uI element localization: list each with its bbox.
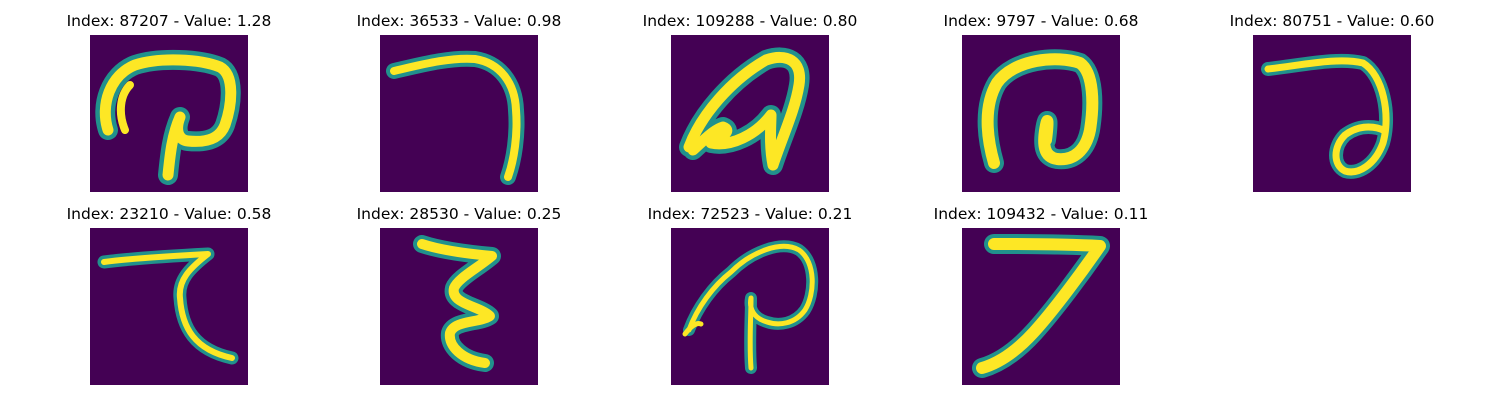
handwritten-glyph-icon [95,49,241,185]
handwritten-glyph-icon [386,50,525,185]
handwritten-glyph-icon [97,247,239,365]
panel-7: Index: 28530 - Value: 0.25 [314,193,604,385]
glyph-image [380,35,538,192]
panel-title: Index: 87207 - Value: 1.28 [66,12,272,30]
panel-8: Index: 72523 - Value: 0.21 [605,193,895,385]
glyph-image [962,35,1120,192]
glyph-image [90,228,248,385]
glyph-image [671,228,829,385]
panel-2: Index: 36533 - Value: 0.98 [314,0,604,192]
panel-title: Index: 109432 - Value: 0.11 [933,205,1149,223]
glyph-image [671,35,829,192]
glyph-image [380,228,538,385]
panel-9: Index: 109432 - Value: 0.11 [896,193,1186,385]
panel-6: Index: 23210 - Value: 0.58 [24,193,314,385]
handwritten-glyph-icon [413,235,501,372]
handwritten-glyph-icon [972,234,1110,378]
handwritten-glyph-icon [682,240,819,374]
panel-3: Index: 109288 - Value: 0.80 [605,0,895,192]
panel-title: Index: 80751 - Value: 0.60 [1229,12,1435,30]
panel-title: Index: 28530 - Value: 0.25 [356,205,562,223]
panel-1: Index: 87207 - Value: 1.28 [24,0,314,192]
glyph-image [962,228,1120,385]
panel-title: Index: 109288 - Value: 0.80 [642,12,858,30]
panel-5: Index: 80751 - Value: 0.60 [1187,0,1477,192]
panel-4: Index: 9797 - Value: 0.68 [896,0,1186,192]
glyph-image [1253,35,1411,192]
glyph-image [90,35,248,192]
panel-title: Index: 72523 - Value: 0.21 [647,205,853,223]
handwritten-glyph-icon [977,49,1103,173]
panel-title: Index: 36533 - Value: 0.98 [356,12,562,30]
handwritten-glyph-icon [679,47,810,175]
handwritten-glyph-icon [1261,53,1393,179]
panel-title: Index: 9797 - Value: 0.68 [943,12,1139,30]
panel-title: Index: 23210 - Value: 0.58 [66,205,272,223]
